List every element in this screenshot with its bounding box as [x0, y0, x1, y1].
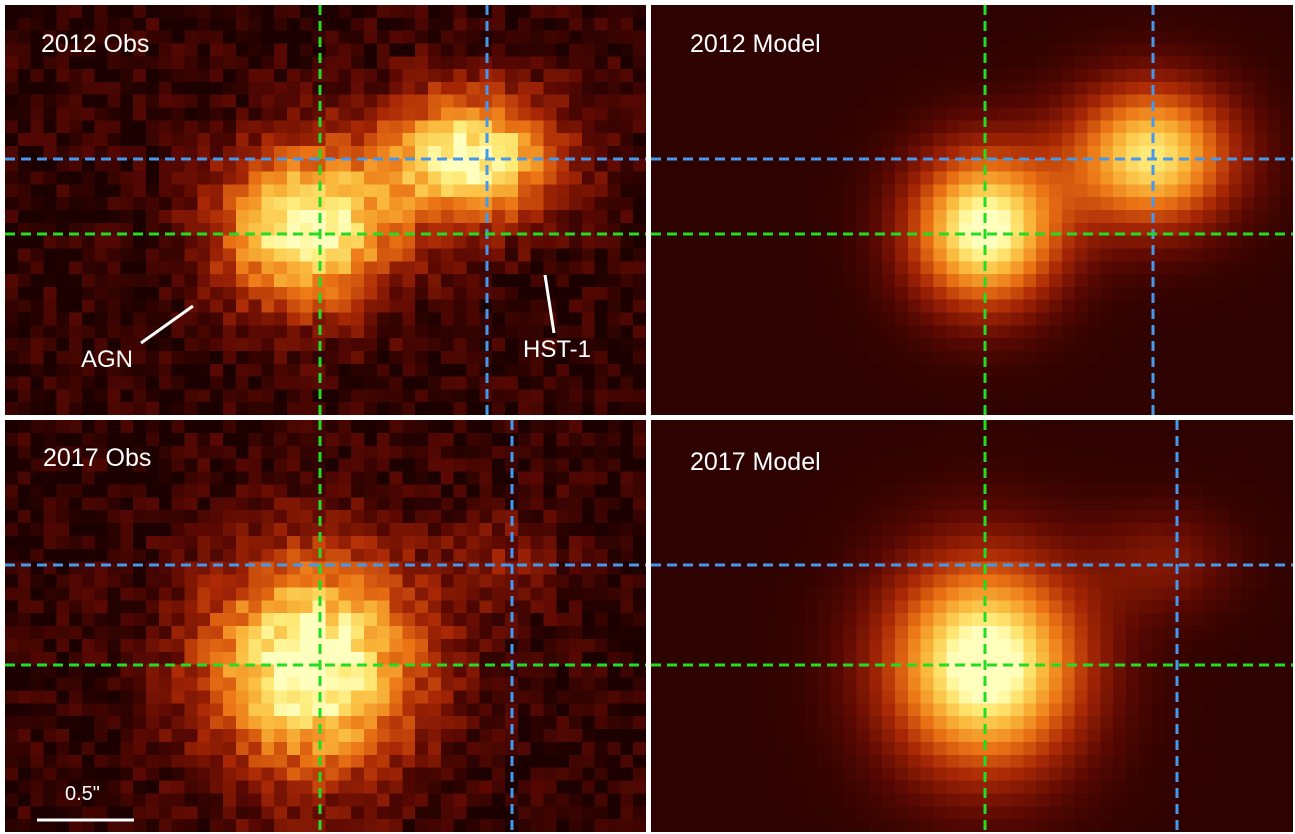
image-2012-obs [5, 5, 646, 415]
panel-2017-obs: 2017 Obs 0.5" [5, 420, 646, 832]
image-2017-model [651, 420, 1293, 832]
crosshair-overlay [651, 5, 1293, 415]
image-2017-obs [5, 420, 646, 832]
agn-label: AGN [81, 346, 134, 373]
agn-pointer-line [140, 304, 194, 345]
panel-2017-model: 2017 Model [651, 420, 1293, 832]
panel-title: 2017 Obs [43, 444, 152, 472]
panel-title: 2017 Model [690, 448, 821, 476]
scale-bar-label: 0.5" [65, 783, 100, 805]
crosshair-overlay [5, 420, 646, 832]
crosshair-overlay [651, 420, 1293, 832]
crosshair-overlay [5, 5, 646, 415]
panel-title: 2012 Model [690, 30, 821, 58]
image-2012-model [651, 5, 1293, 415]
panel-2012-obs: 2012 Obs AGN HST-1 [5, 5, 646, 415]
panel-title: 2012 Obs [41, 30, 150, 58]
panel-2012-model: 2012 Model [651, 5, 1293, 415]
hst1-label: HST-1 [523, 336, 592, 363]
hst1-pointer-line [543, 274, 556, 334]
